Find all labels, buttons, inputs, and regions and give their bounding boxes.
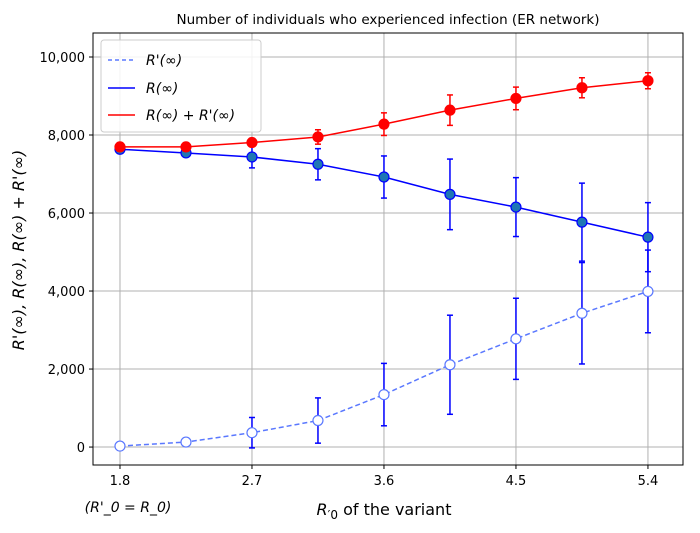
data-point	[444, 359, 456, 371]
data-point	[378, 118, 390, 130]
y-axis-label: R'(∞), R(∞), R(∞) + R'(∞)	[9, 150, 28, 350]
y-tick-label: 0	[77, 441, 85, 456]
x-tick-label: 3.6	[374, 474, 395, 489]
data-point	[180, 436, 192, 448]
y-tick-label: 6,000	[48, 207, 85, 222]
data-point	[642, 75, 654, 87]
x-ticks: 1.8 2.7 3.6 4.5 5.4	[110, 465, 659, 489]
data-point	[576, 307, 588, 319]
data-point	[510, 333, 522, 345]
x-tick-label: 4.5	[506, 474, 527, 489]
y-tick-label: 2,000	[48, 363, 85, 378]
data-point	[510, 201, 522, 213]
data-point	[114, 440, 126, 452]
x-tick-label: 5.4	[638, 474, 659, 489]
data-point	[246, 136, 258, 149]
legend-label-r-prime: R'(∞)	[146, 53, 182, 69]
series-2	[114, 71, 654, 153]
data-point	[642, 285, 654, 298]
y-tick-label: 4,000	[48, 285, 85, 300]
x-tick-sublabel: (R'_0 = R_0)	[85, 500, 172, 516]
data-point	[510, 92, 522, 105]
x-tick-label: 2.7	[242, 474, 263, 489]
legend-box	[100, 39, 262, 133]
data-point	[378, 388, 390, 401]
x-tick-label: 1.8	[110, 474, 131, 489]
legend-label-r: R(∞)	[146, 81, 178, 97]
legend: R'(∞) R(∞) R(∞) + R'(∞)	[100, 39, 262, 133]
x-axis-label: R′0 of the variant	[317, 500, 452, 522]
data-point	[444, 188, 456, 200]
y-ticks: 0 2,000 4,000 6,000 8,000 10,000	[40, 51, 93, 456]
data-point	[246, 427, 258, 439]
legend-label-sum: R(∞) + R'(∞)	[146, 108, 235, 124]
data-point	[246, 151, 258, 163]
data-point	[312, 131, 324, 143]
y-tick-label: 10,000	[40, 51, 86, 66]
series-layer	[114, 71, 654, 452]
y-tick-label: 8,000	[48, 129, 85, 144]
data-point	[114, 141, 126, 153]
chart-title: Number of individuals who experienced in…	[177, 12, 600, 28]
data-point	[576, 216, 588, 228]
data-point	[312, 414, 324, 427]
data-point	[576, 82, 588, 94]
plot-frame	[92, 32, 684, 466]
data-point	[642, 231, 654, 243]
series-line	[119, 290, 649, 447]
data-point	[312, 158, 324, 170]
data-point	[444, 104, 456, 116]
data-point	[378, 171, 390, 183]
data-point	[180, 141, 192, 153]
